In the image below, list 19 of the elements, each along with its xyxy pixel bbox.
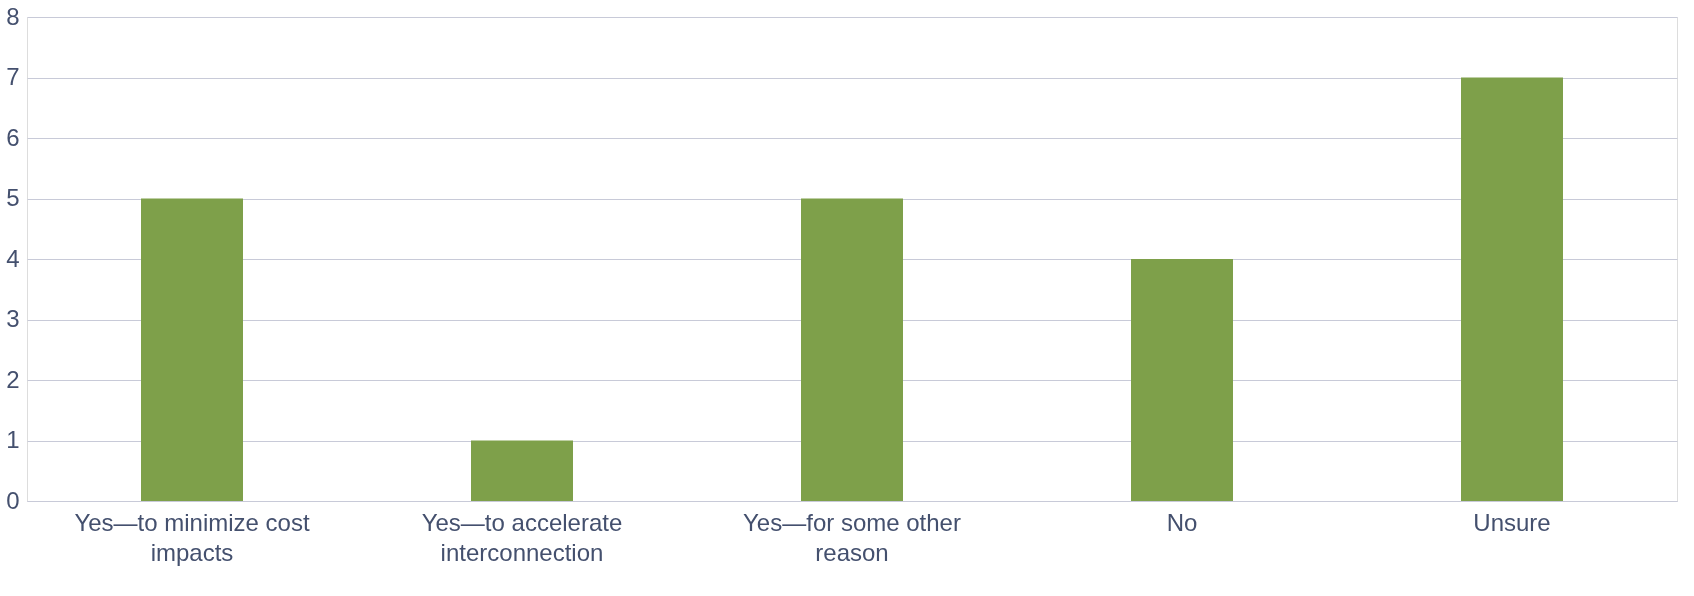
bar	[801, 198, 903, 501]
bar	[1461, 77, 1563, 501]
x-tick-label: No	[1166, 508, 1198, 536]
bar	[471, 440, 573, 501]
x-tick-label: Yes—for some other reason	[743, 508, 961, 566]
y-tick-label: 7	[6, 63, 20, 90]
y-tick-label: 5	[6, 184, 20, 211]
y-tick-label: 8	[6, 2, 20, 30]
bar	[1131, 259, 1233, 501]
x-tick-label: Yes—to minimize cost impacts	[74, 508, 310, 566]
y-tick-label: 4	[6, 244, 20, 272]
y-tick-label: 0	[6, 486, 20, 514]
x-tick-label: Yes—to accelerate interconnection	[421, 508, 623, 566]
x-tick-label: Unsure	[1473, 508, 1551, 536]
y-tick-label: 2	[6, 365, 20, 393]
bar	[141, 198, 243, 501]
y-tick-label: 1	[6, 426, 20, 453]
y-tick-label: 6	[6, 123, 20, 151]
y-tick-label: 3	[6, 305, 20, 332]
